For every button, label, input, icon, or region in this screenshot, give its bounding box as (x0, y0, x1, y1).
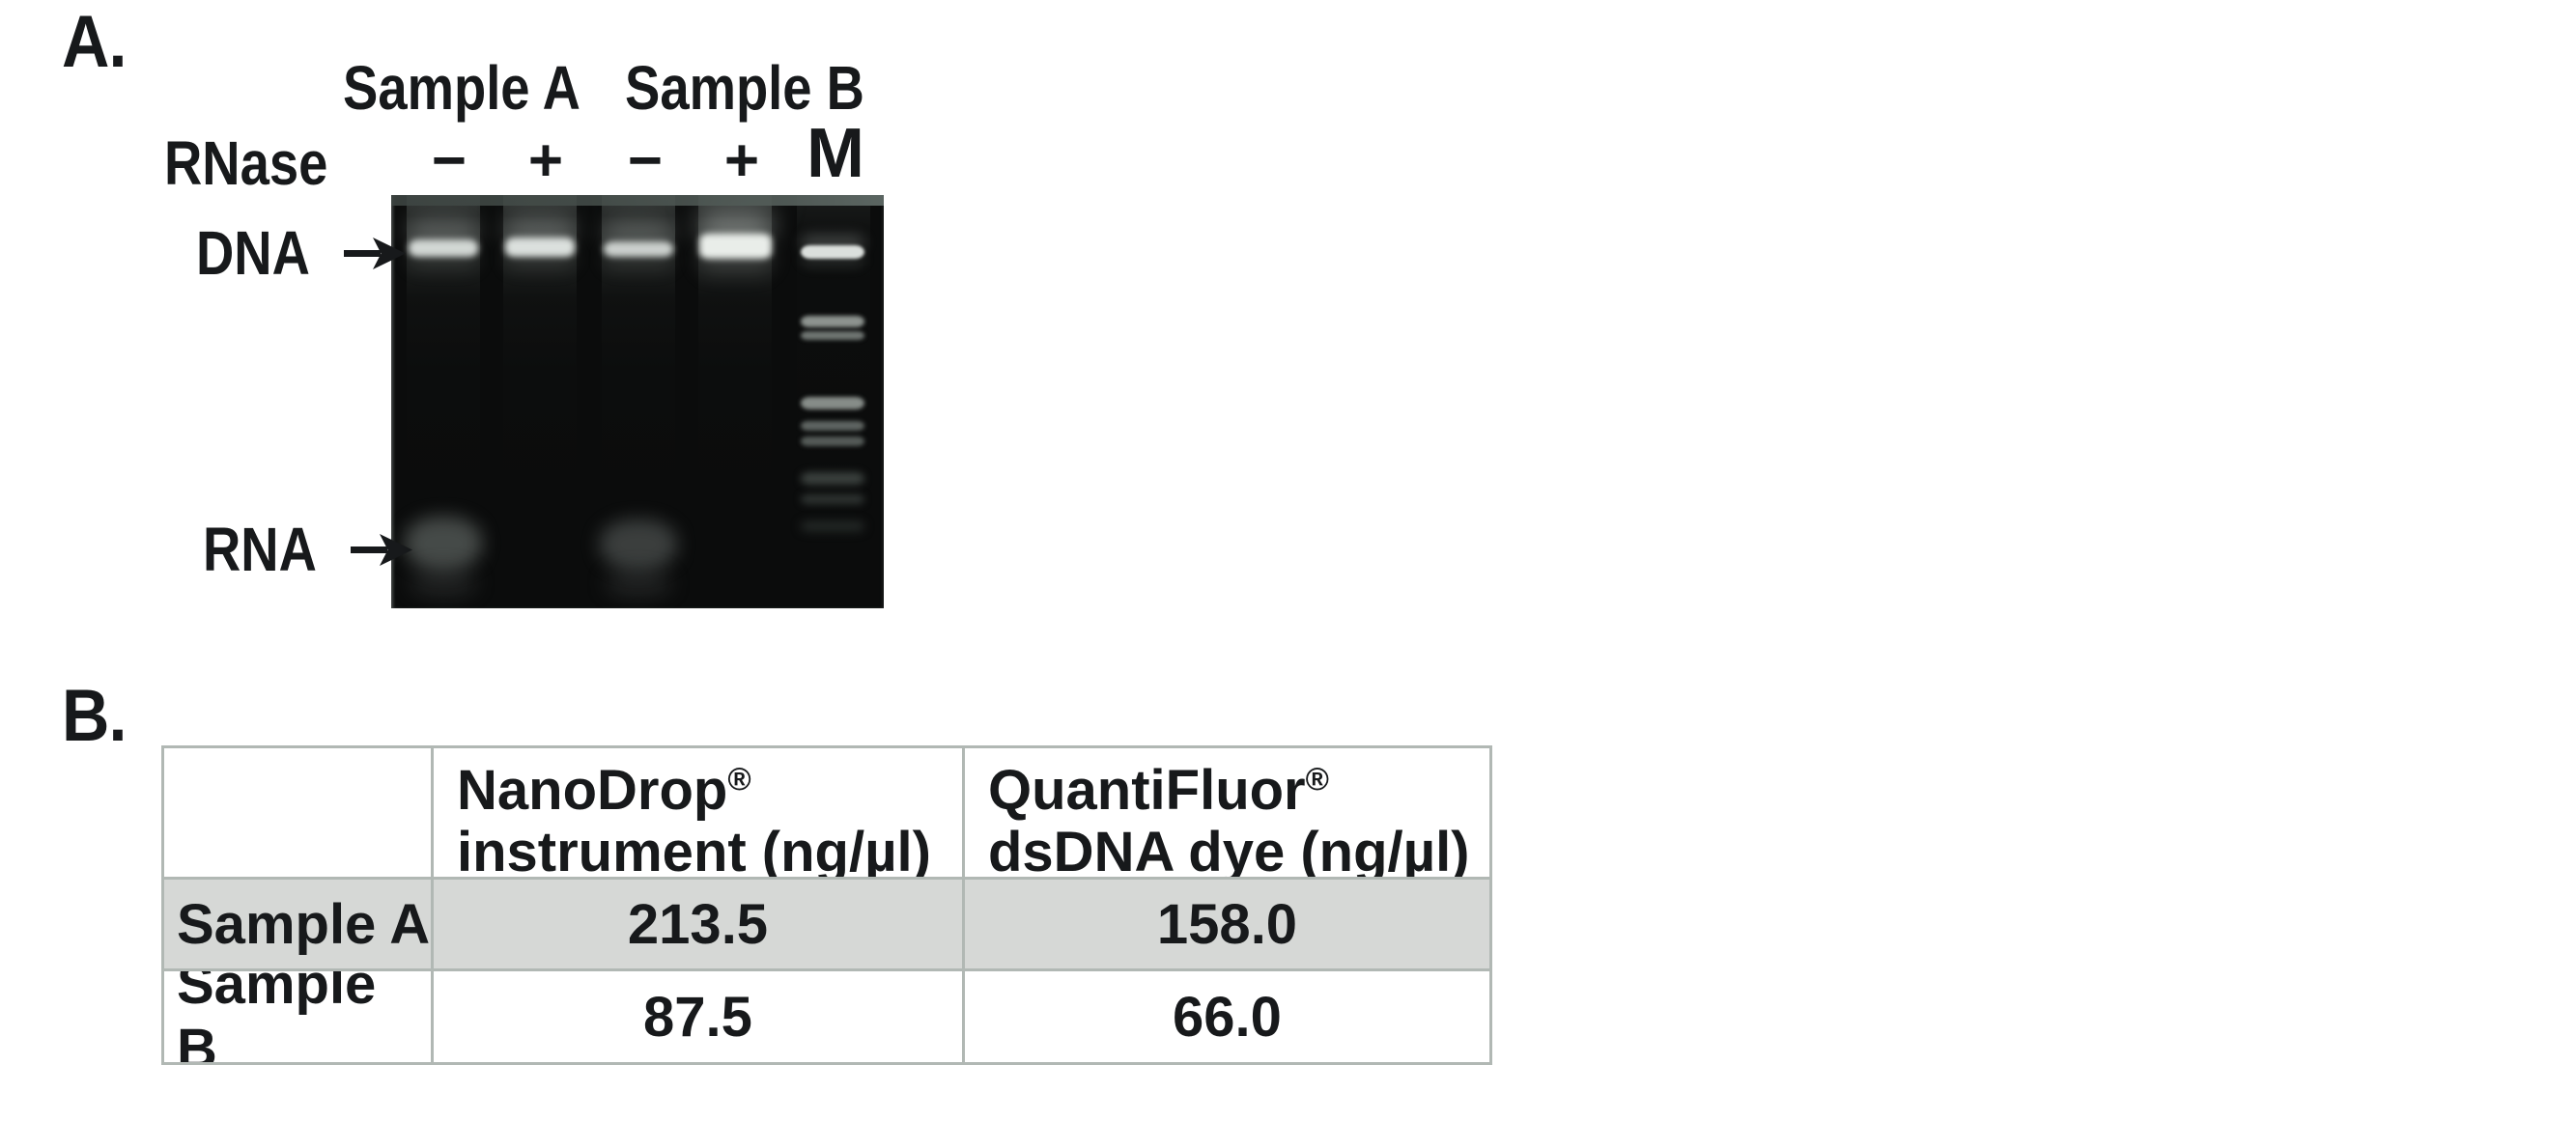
table-row-label-sample-b: Sample B (164, 971, 434, 1062)
dna-band-lane1 (409, 239, 478, 257)
lane-label-sample-b-plus: + (723, 127, 760, 194)
dna-annotation: DNA (196, 220, 406, 286)
sample-a-nanodrop-value: 213.5 (434, 880, 965, 971)
table-row-label-sample-a: Sample A (164, 880, 434, 971)
gel-lane-sample-a-plus (503, 195, 577, 608)
rna-smear-tail-lane3 (606, 570, 671, 597)
dna-band-lane3 (604, 241, 673, 257)
marker-band (801, 331, 864, 340)
rna-smear-tail-lane1 (410, 568, 476, 597)
dna-band-lane2 (505, 238, 575, 257)
marker-band (801, 245, 864, 259)
rna-smear-lane1 (405, 517, 482, 570)
dna-arrow-icon (343, 238, 406, 269)
lane-label-sample-b-minus: − (627, 127, 664, 194)
table-header-quantifluor: QuantiFluor® dsDNA dye (ng/µl) (965, 748, 1489, 880)
gel-lane-sample-b-minus (602, 195, 675, 608)
nanodrop-units: instrument (ng/µl) (457, 821, 931, 880)
registered-trademark-icon: ® (727, 761, 751, 797)
lane-label-marker: M (807, 115, 864, 192)
marker-band (801, 521, 864, 531)
panel-a-label: A. (62, 1, 127, 83)
rna-arrow-icon (350, 534, 412, 566)
rna-label: RNA (203, 515, 317, 584)
rna-smear-lane3 (600, 519, 677, 570)
quantifluor-brand: QuantiFluor (988, 759, 1306, 822)
dna-label: DNA (196, 218, 310, 288)
lane-label-sample-a-minus: − (431, 127, 467, 194)
rna-annotation: RNA (203, 517, 412, 582)
gel-electrophoresis-image (391, 195, 884, 608)
quantifluor-units: dsDNA dye (ng/µl) (988, 821, 1470, 880)
panel-b-label: B. (62, 675, 127, 757)
gel-top-edge (391, 195, 884, 206)
quantification-table: NanoDrop® instrument (ng/µl) QuantiFluor… (161, 745, 1492, 1065)
sample-b-nanodrop-value: 87.5 (434, 971, 965, 1062)
table-header-nanodrop: NanoDrop® instrument (ng/µl) (434, 748, 965, 880)
marker-band (801, 316, 864, 327)
sample-b-quantifluor-value: 66.0 (965, 971, 1489, 1062)
marker-band (801, 472, 864, 485)
sample-a-group-label: Sample A (343, 53, 580, 123)
lane-label-sample-a-plus: + (527, 127, 564, 194)
marker-band (801, 436, 864, 446)
dna-band-lane4 (699, 234, 772, 259)
marker-band (801, 397, 864, 409)
nanodrop-brand: NanoDrop (457, 759, 728, 822)
table-header-empty (164, 748, 434, 880)
registered-trademark-icon: ® (1305, 761, 1329, 797)
gel-lane-sample-b-plus (698, 195, 772, 608)
sample-b-group-label: Sample B (625, 53, 864, 123)
marker-band (801, 494, 864, 504)
sample-a-quantifluor-value: 158.0 (965, 880, 1489, 971)
marker-band (801, 421, 864, 431)
rnase-row-label: RNase (164, 128, 328, 198)
